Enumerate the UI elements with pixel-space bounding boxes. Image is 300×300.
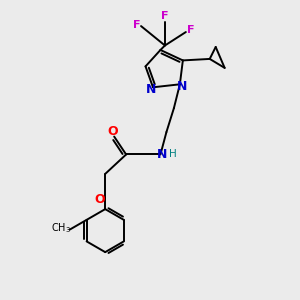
Text: H: H	[169, 149, 177, 160]
Text: F: F	[188, 25, 195, 35]
Text: N: N	[177, 80, 187, 93]
Text: O: O	[94, 193, 105, 206]
Text: N: N	[146, 83, 156, 96]
Text: N: N	[157, 148, 167, 161]
Text: O: O	[107, 125, 118, 138]
Text: CH$_3$: CH$_3$	[51, 221, 71, 235]
Text: F: F	[161, 11, 169, 21]
Text: F: F	[133, 20, 140, 30]
